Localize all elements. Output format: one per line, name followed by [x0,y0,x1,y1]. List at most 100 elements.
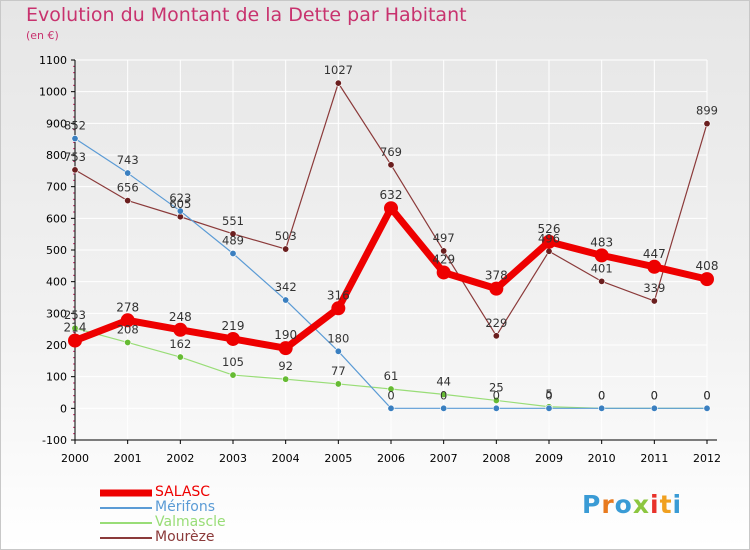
x-tick-label: 2001 [114,452,142,465]
data-label-m-rifons: 0 [440,388,447,402]
x-tick-label: 2006 [377,452,405,465]
logo-letter: r [601,490,615,519]
data-label-salasc: 483 [590,235,613,249]
y-tick-label: 1000 [39,86,67,99]
x-tick-label: 2009 [535,452,563,465]
chart-title: Evolution du Montant de la Dette par Hab… [26,4,467,26]
legend-label-valmascle: Valmascle [155,514,226,530]
data-label-salasc: 429 [432,252,455,266]
data-label-valmascle: 92 [278,359,293,373]
data-label-valmascle: 61 [384,369,399,383]
y-tick-label: 400 [46,276,67,289]
data-label-valmascle: 0 [598,388,605,402]
x-tick-label: 2012 [693,452,721,465]
data-label-mour-ze: 229 [485,316,507,330]
data-point-m-rifons [176,207,184,215]
x-tick-label: 2011 [640,452,668,465]
data-point-valmascle [334,380,342,388]
logo-letter: P [582,490,602,519]
data-point-mour-ze [229,230,237,238]
legend-label-salasc: SALASC [155,484,211,500]
data-point-m-rifons [387,404,395,412]
data-point-m-rifons [703,404,711,412]
data-point-salasc [594,248,609,263]
data-point-salasc [173,322,188,337]
data-label-m-rifons: 0 [598,388,605,402]
y-tick-label: 900 [46,117,67,130]
legend-swatches [100,489,152,539]
data-point-m-rifons [545,404,553,412]
data-label-valmascle: 25 [489,380,504,394]
data-point-mour-ze [650,297,658,305]
data-label-mour-ze: 1027 [324,63,353,77]
x-tick-label: 2004 [272,452,300,465]
data-label-salasc: 248 [169,310,192,324]
data-label-salasc: 632 [380,188,403,202]
data-point-mour-ze [334,79,342,87]
x-tick-label: 2007 [430,452,458,465]
data-point-valmascle [282,375,290,383]
data-label-salasc: 190 [274,328,297,342]
data-point-m-rifons [492,404,500,412]
x-tick-label: 2000 [61,452,89,465]
data-point-valmascle [492,396,500,404]
y-tick-label: 100 [46,371,67,384]
data-point-salasc [120,313,135,328]
data-label-mour-ze: 753 [64,150,86,164]
data-point-mour-ze [440,247,448,255]
data-point-m-rifons [598,404,606,412]
data-label-mour-ze: 769 [380,145,402,159]
data-point-salasc [226,331,240,346]
data-label-m-rifons: 0 [545,388,552,402]
data-label-valmascle: 105 [222,355,244,369]
data-label-mour-ze: 401 [591,261,613,275]
logo-letter: o [614,490,633,519]
data-label-m-rifons: 0 [493,388,500,402]
y-tick-label: 600 [46,212,67,225]
logo-letter: i [672,490,683,519]
data-point-m-rifons [124,169,132,177]
x-tick-label: 2008 [482,452,510,465]
data-label-m-rifons: 180 [327,331,349,345]
data-point-salasc [384,201,398,216]
data-point-valmascle [124,338,132,346]
data-label-valmascle: 0 [651,388,658,402]
x-tick-label: 2010 [588,452,616,465]
data-point-valmascle [387,385,395,393]
logo-letter: x [632,490,650,519]
data-point-salasc [68,333,82,348]
data-label-salasc: 408 [696,259,719,273]
y-tick-label: 200 [46,339,67,352]
data-label-m-rifons: 743 [117,153,139,167]
data-label-salasc: 526 [538,222,561,236]
data-point-mour-ze [545,247,553,255]
data-label-mour-ze: 551 [222,214,244,228]
data-label-valmascle: 44 [436,374,451,388]
data-point-mour-ze [124,197,132,205]
data-point-m-rifons [650,404,658,412]
data-point-valmascle [71,324,79,332]
data-label-salasc: 378 [485,269,508,283]
y-tick-label: 300 [46,307,67,320]
legend-label-mour-ze: Mourèze [155,529,215,545]
data-label-valmascle: 5 [545,387,552,401]
data-point-salasc [436,265,451,280]
data-label-m-rifons: 342 [275,280,297,294]
data-point-salasc [278,341,293,356]
data-point-salasc [647,259,662,274]
data-label-valmascle: 162 [169,337,191,351]
data-label-valmascle: 253 [64,308,86,322]
y-tick-label: 500 [46,244,67,257]
data-point-m-rifons [282,296,290,304]
logo-letter: t [659,490,673,519]
data-label-m-rifons: 0 [651,388,658,402]
data-point-mour-ze [598,277,606,285]
data-label-salasc: 447 [643,247,666,261]
data-point-valmascle [176,353,184,361]
data-label-salasc: 214 [64,321,87,335]
data-label-valmascle: 0 [703,388,710,402]
data-point-valmascle [440,390,448,398]
x-tick-label: 2002 [166,452,194,465]
data-label-mour-ze: 899 [696,104,718,118]
data-point-mour-ze [703,120,711,128]
